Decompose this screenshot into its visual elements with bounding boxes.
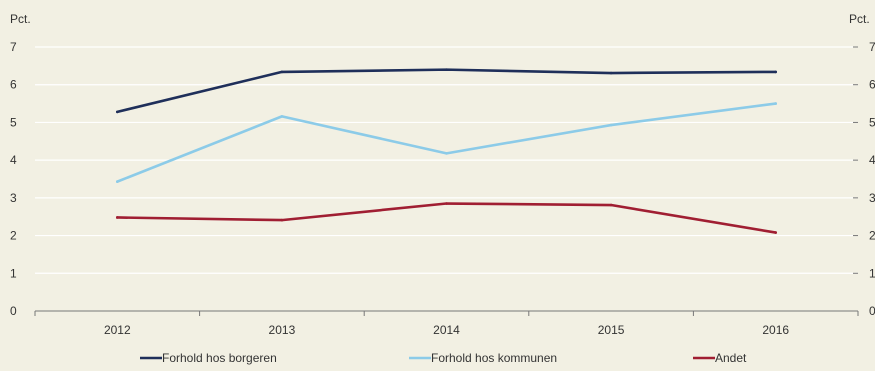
y-tick-left-0: 0 [10, 304, 17, 318]
data-point-andet-2013 [280, 218, 284, 222]
x-tick-label-2015: 2015 [598, 323, 625, 337]
series-line-forhold-hos-borgeren [116, 68, 778, 114]
legend-label-andet: Andet [715, 351, 747, 365]
legend-label-forhold-hos-borgeren: Forhold hos borgeren [162, 351, 277, 365]
data-point-forhold-hos-borgeren-2012 [116, 110, 119, 114]
data-point-forhold-hos-kommunen-2013 [280, 115, 284, 118]
y-tick-right-3: 3 [869, 191, 875, 205]
y-tick-right-1: 1 [869, 266, 875, 280]
y-tick-right-0: 0 [869, 304, 875, 318]
legend-label-forhold-hos-kommunen: Forhold hos kommunen [431, 351, 557, 365]
data-point-forhold-hos-borgeren-2013 [280, 70, 284, 74]
gridlines [35, 46, 858, 274]
data-point-forhold-hos-kommunen-2014 [445, 152, 448, 155]
axes: 0 0 1 1 2 2 3 3 4 4 5 5 6 6 7 7 2012 2013 2014 2015 2016 [10, 40, 875, 337]
y-tick-left-1: 1 [10, 266, 17, 280]
series-line-forhold-hos-kommunen [116, 102, 778, 183]
data-point-forhold-hos-kommunen-2016 [774, 102, 777, 105]
y-tick-right-2: 2 [869, 229, 875, 243]
y-tick-right-7: 7 [869, 40, 875, 54]
x-tick-label-2012: 2012 [104, 323, 131, 337]
y-tick-left-6: 6 [10, 78, 17, 92]
series-line-andet [116, 202, 778, 234]
y-tick-right-6: 6 [869, 78, 875, 92]
data-point-andet-2012 [116, 216, 119, 219]
y-tick-left-3: 3 [10, 191, 17, 205]
data-point-andet-2016 [774, 231, 777, 234]
y-tick-right-5: 5 [869, 115, 875, 129]
legend: Forhold hos borgeren Forhold hos kommunen… [140, 351, 747, 365]
y-tick-left-2: 2 [10, 229, 17, 243]
y-tick-left-7: 7 [10, 40, 17, 54]
y-tick-right-4: 4 [869, 153, 875, 167]
series-lines [116, 68, 778, 234]
data-point-andet-2015 [609, 203, 613, 207]
x-tick-label-2014: 2014 [433, 323, 460, 337]
data-point-forhold-hos-kommunen-2015 [609, 123, 613, 127]
x-tick-label-2013: 2013 [269, 323, 296, 337]
y-tick-left-5: 5 [10, 115, 17, 129]
data-point-forhold-hos-kommunen-2012 [116, 180, 119, 183]
data-point-forhold-hos-borgeren-2014 [445, 68, 448, 71]
x-tick-label-2016: 2016 [762, 323, 789, 337]
y-axis-left-unit-label: Pct. [10, 12, 31, 26]
data-point-forhold-hos-borgeren-2016 [774, 70, 777, 74]
data-point-andet-2014 [445, 202, 448, 205]
data-point-forhold-hos-borgeren-2015 [609, 71, 613, 75]
y-tick-left-4: 4 [10, 153, 17, 167]
y-axis-right-unit-label: Pct. [849, 12, 870, 26]
